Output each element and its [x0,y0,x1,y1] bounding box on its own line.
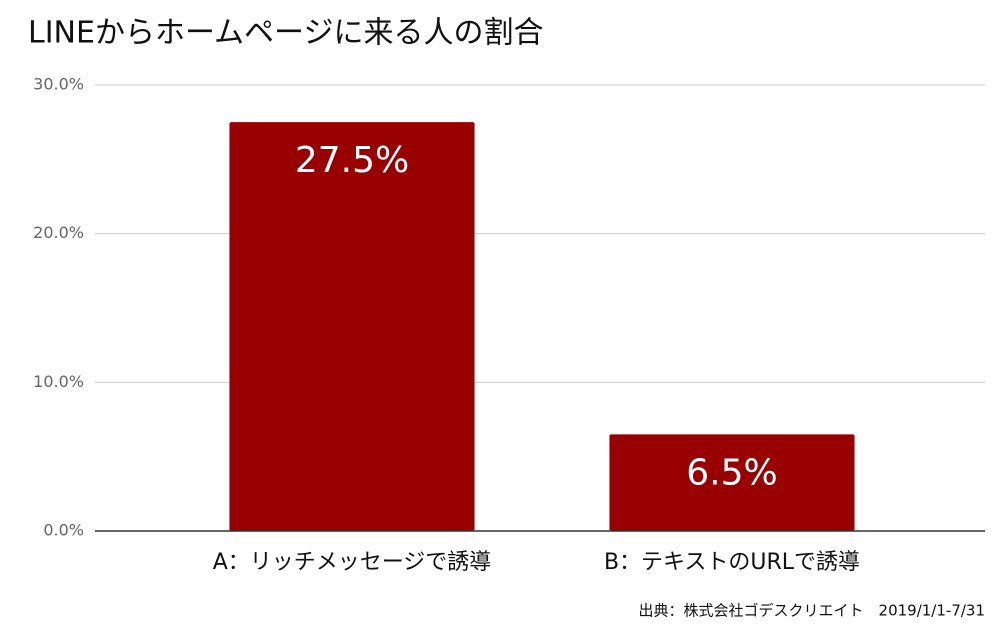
chart-title: LINEからホームページに来る人の割合 [28,16,543,51]
y-tick-label: 20.0% [33,223,84,242]
x-tick-label: A：リッチメッセージで誘導 [213,550,492,575]
value-label: 6.5% [686,452,777,493]
x-tick-label: B：テキストのURLで誘導 [604,550,860,575]
source-note: 出典：株式会社ゴデスクリエイト 2019/1/1-7/31 [639,602,985,620]
y-tick-label: 10.0% [33,372,84,391]
bar [229,122,475,532]
bar [609,434,855,531]
y-tick-label: 0.0% [43,521,84,540]
value-label: 27.5% [295,140,409,181]
y-tick-label: 30.0% [33,75,84,94]
